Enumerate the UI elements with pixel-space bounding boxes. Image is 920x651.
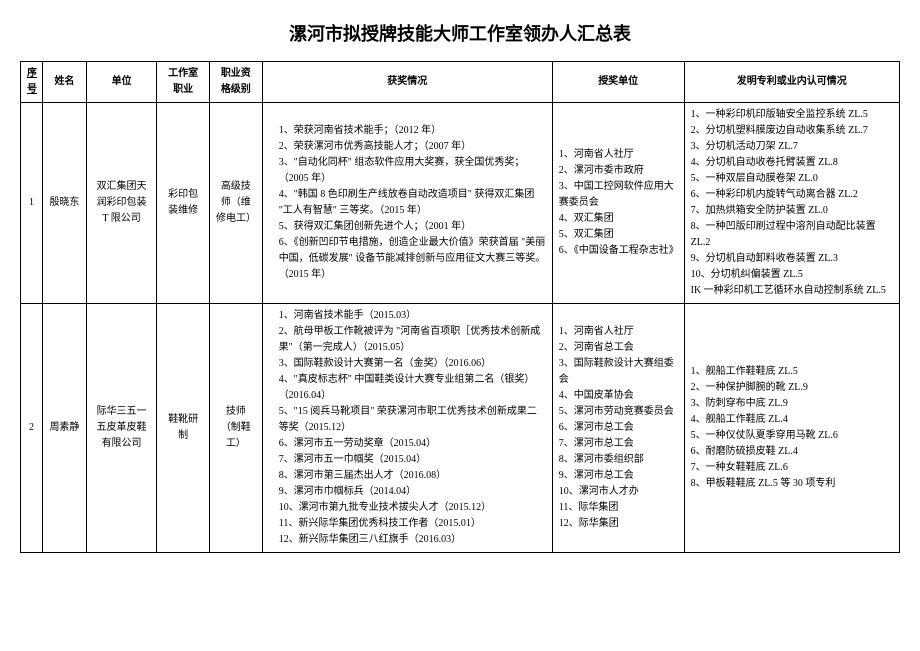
table-row: 1殷晓东双汇集团天润彩印包装 T 限公司彩印包装维修高级技师（维修电工）1、荣获… xyxy=(21,103,900,304)
cell-patent: 1、一种彩印机印版轴安全监控系统 ZL.52、分切机塑料膜废边自动收集系统 ZL… xyxy=(684,103,899,304)
award-item: 8、漯河市第三届杰出人才（2016.08） xyxy=(269,468,546,484)
org-item: 2、漯河市委市政府 xyxy=(559,163,678,179)
col-awards: 获奖情况 xyxy=(262,62,552,103)
org-item: 5、漯河市劳动竞赛委员会 xyxy=(559,404,678,420)
org-item: 6、《中国设备工程杂志社》 xyxy=(559,243,678,259)
patent-item: 9、分切机自动卸料收卷装置 ZL.3 xyxy=(691,251,893,267)
col-unit: 单位 xyxy=(86,62,156,103)
patent-item: 4、分切机自动收卷托臂装置 ZL.8 xyxy=(691,155,893,171)
award-item: 10、漯河市第九批专业技术拔尖人才（2015.12） xyxy=(269,500,546,516)
cell-name: 周素静 xyxy=(42,304,86,553)
org-item: 12、际华集团 xyxy=(559,516,678,532)
cell-unit: 际华三五一五皮革皮鞋有限公司 xyxy=(86,304,156,553)
org-item: 4、双汇集团 xyxy=(559,211,678,227)
patent-item: 2、分切机塑料膜废边自动收集系统 ZL.7 xyxy=(691,123,893,139)
award-item: 5、获得双汇集团创新先进个人；（2001 年） xyxy=(269,219,546,235)
org-item: 10、漯河市人才办 xyxy=(559,484,678,500)
cell-seq: 2 xyxy=(21,304,43,553)
cell-org: 1、河南省人社厅2、漯河市委市政府3、中国工控网软件应用大赛委员会4、双汇集团5… xyxy=(552,103,684,304)
col-level: 职业资格级别 xyxy=(209,62,262,103)
col-occupation: 工作室职业 xyxy=(157,62,210,103)
patent-item: IK 一种彩印机工艺循环水自动控制系统 ZL.5 xyxy=(691,283,893,299)
cell-awards: 1、荣获河南省技术能手；（2012 年）2、荣获漯河市优秀高技能人才；（2007… xyxy=(262,103,552,304)
patent-item: 2、一种保护脚腕的靴 ZL.9 xyxy=(691,380,893,396)
award-item: 4、"真皮标志杯" 中国鞋类设计大赛专业组第二名（银奖）（2016.04） xyxy=(269,372,546,404)
patent-item: 8、甲板鞋鞋底 ZL.5 等 30 项专利 xyxy=(691,476,893,492)
org-item: 1、河南省人社厅 xyxy=(559,324,678,340)
org-item: 4、中国皮革协会 xyxy=(559,388,678,404)
award-item: 3、"自动化同杯" 组态软件应用大奖赛，获全国优秀奖；（2005 年） xyxy=(269,155,546,187)
patent-item: 3、分切机活动刀架 ZL.7 xyxy=(691,139,893,155)
col-seq: 序号 xyxy=(21,62,43,103)
award-item: 4、"韩国 8 色印刷生产线放卷自动改造项目" 获得双汇集团 "工人有智慧" 三… xyxy=(269,187,546,219)
award-item: 3、国际鞋款设计大赛第一名（金奖）（2016.06） xyxy=(269,356,546,372)
org-item: 3、国际鞋款设计大赛组委会 xyxy=(559,356,678,388)
org-item: 3、中国工控网软件应用大赛委员会 xyxy=(559,179,678,211)
award-item: 7、漯河市五一巾帼奖（2015.04） xyxy=(269,452,546,468)
award-item: 6、漯河市五一劳动奖章（2015.04） xyxy=(269,436,546,452)
cell-unit: 双汇集团天润彩印包装 T 限公司 xyxy=(86,103,156,304)
org-item: 7、漯河市总工会 xyxy=(559,436,678,452)
award-item: 2、荣获漯河市优秀高技能人才；（2007 年） xyxy=(269,139,546,155)
award-item: 1、河南省技术能手（2015.03） xyxy=(269,308,546,324)
award-item: 12、新兴际华集团三八红旗手（2016.03） xyxy=(269,532,546,548)
table-row: 2周素静际华三五一五皮革皮鞋有限公司鞋靴研制技师（制鞋工）1、河南省技术能手（2… xyxy=(21,304,900,553)
patent-item: 1、舰船工作鞋鞋底 ZL.5 xyxy=(691,364,893,380)
col-org: 授奖单位 xyxy=(552,62,684,103)
award-item: 6、《创新凹印节电措施，创造企业最大价值》荣获首届 "美丽中国，低碳发展" 设备… xyxy=(269,235,546,283)
org-item: 11、际华集团 xyxy=(559,500,678,516)
cell-awards: 1、河南省技术能手（2015.03）2、航母甲板工作靴被评为 "河南省百项职［优… xyxy=(262,304,552,553)
org-item: 5、双汇集团 xyxy=(559,227,678,243)
col-name: 姓名 xyxy=(42,62,86,103)
award-item: 11、新兴际华集团优秀科技工作者（2015.01） xyxy=(269,516,546,532)
org-item: 1、河南省人社厅 xyxy=(559,147,678,163)
award-item: 1、荣获河南省技术能手；（2012 年） xyxy=(269,123,546,139)
cell-occupation: 彩印包装维修 xyxy=(157,103,210,304)
patent-item: 7、一种女鞋鞋底 ZL.6 xyxy=(691,460,893,476)
org-item: 9、漯河市总工会 xyxy=(559,468,678,484)
award-item: 2、航母甲板工作靴被评为 "河南省百项职［优秀技术创新成果"（第一完成人）（20… xyxy=(269,324,546,356)
award-item: 9、漯河市巾帼标兵（2014.04） xyxy=(269,484,546,500)
org-item: 6、漯河市总工会 xyxy=(559,420,678,436)
patent-item: 6、耐磨防硫损皮鞋 ZL.4 xyxy=(691,444,893,460)
patent-item: 10、分切机纠偏装置 ZL.5 xyxy=(691,267,893,283)
award-item: 5、"15 阅兵马靴项目" 荣获漯河市职工优秀技术创新成果二等奖（2015.12… xyxy=(269,404,546,436)
patent-item: 1、一种彩印机印版轴安全监控系统 ZL.5 xyxy=(691,107,893,123)
cell-occupation: 鞋靴研制 xyxy=(157,304,210,553)
cell-level: 高级技师（维修电工） xyxy=(209,103,262,304)
patent-item: 4、舰船工作鞋底 ZL.4 xyxy=(691,412,893,428)
cell-level: 技师（制鞋工） xyxy=(209,304,262,553)
cell-name: 殷晓东 xyxy=(42,103,86,304)
cell-org: 1、河南省人社厅2、河南省总工会3、国际鞋款设计大赛组委会4、中国皮革协会5、漯… xyxy=(552,304,684,553)
page-title: 漯河市拟授牌技能大师工作室领办人汇总表 xyxy=(20,20,900,46)
cell-seq: 1 xyxy=(21,103,43,304)
org-item: 2、河南省总工会 xyxy=(559,340,678,356)
patent-item: 3、防刺穿布中底 ZL.9 xyxy=(691,396,893,412)
header-row: 序号 姓名 单位 工作室职业 职业资格级别 获奖情况 授奖单位 发明专利或业内认… xyxy=(21,62,900,103)
patent-item: 5、一种仪仗队夏季穿用马靴 ZL.6 xyxy=(691,428,893,444)
cell-patent: 1、舰船工作鞋鞋底 ZL.52、一种保护脚腕的靴 ZL.93、防刺穿布中底 ZL… xyxy=(684,304,899,553)
org-item: 8、漯河市委组织部 xyxy=(559,452,678,468)
patent-item: 5、一种双层自动膜卷架 ZL.0 xyxy=(691,171,893,187)
col-patent: 发明专利或业内认可情况 xyxy=(684,62,899,103)
patent-item: 6、一种彩印机内旋转气动离合器 ZL.2 xyxy=(691,187,893,203)
patent-item: 8、一种凹版印刷过程中溶剂自动配比装置 ZL.2 xyxy=(691,219,893,251)
main-table: 序号 姓名 单位 工作室职业 职业资格级别 获奖情况 授奖单位 发明专利或业内认… xyxy=(20,61,900,553)
patent-item: 7、加热烘箱安全防护装置 ZL.0 xyxy=(691,203,893,219)
